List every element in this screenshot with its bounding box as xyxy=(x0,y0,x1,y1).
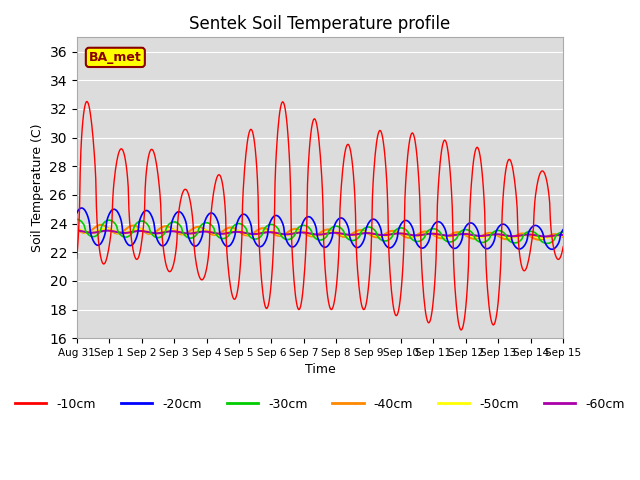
X-axis label: Time: Time xyxy=(305,363,335,376)
Text: BA_met: BA_met xyxy=(89,51,141,64)
Y-axis label: Soil Temperature (C): Soil Temperature (C) xyxy=(31,123,44,252)
Legend: -10cm, -20cm, -30cm, -40cm, -50cm, -60cm: -10cm, -20cm, -30cm, -40cm, -50cm, -60cm xyxy=(10,393,630,416)
Title: Sentek Soil Temperature profile: Sentek Soil Temperature profile xyxy=(189,15,451,33)
